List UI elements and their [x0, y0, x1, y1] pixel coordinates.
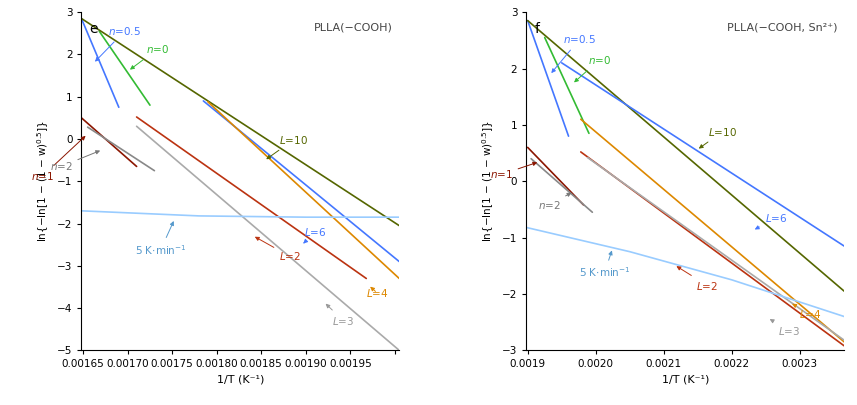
Text: $n$=1: $n$=1 [490, 162, 536, 181]
Text: $L$=6: $L$=6 [756, 212, 787, 229]
Y-axis label: ln{$-$ln[1 $-$ (1 $-$ w)$^{0.5}$]}: ln{$-$ln[1 $-$ (1 $-$ w)$^{0.5}$]} [481, 120, 496, 242]
Text: $L$=3: $L$=3 [770, 320, 800, 337]
X-axis label: 1/T (K⁻¹): 1/T (K⁻¹) [662, 375, 709, 385]
Text: $L$=2: $L$=2 [677, 267, 718, 292]
Text: f: f [534, 22, 539, 36]
Text: $n$=2: $n$=2 [537, 193, 571, 211]
Text: $L$=10: $L$=10 [699, 126, 737, 148]
Text: e: e [89, 22, 98, 36]
Text: $n$=1: $n$=1 [31, 136, 85, 182]
Text: $L$=10: $L$=10 [267, 134, 308, 159]
Text: 5 K$\cdot$min$^{-1}$: 5 K$\cdot$min$^{-1}$ [135, 222, 187, 257]
Text: PLLA(−COOH): PLLA(−COOH) [314, 22, 393, 32]
Text: PLLA(−COOH, Sn²⁺): PLLA(−COOH, Sn²⁺) [728, 22, 838, 32]
Text: $n$=0: $n$=0 [131, 43, 169, 69]
X-axis label: 1/T (K⁻¹): 1/T (K⁻¹) [217, 375, 264, 385]
Text: $L$=4: $L$=4 [793, 304, 821, 320]
Text: $n$=0.5: $n$=0.5 [96, 25, 141, 61]
Text: $n$=2: $n$=2 [50, 151, 99, 173]
Text: $n$=0: $n$=0 [575, 54, 611, 82]
Text: $L$=2: $L$=2 [255, 237, 301, 262]
Text: 5 K$\cdot$min$^{-1}$: 5 K$\cdot$min$^{-1}$ [578, 252, 631, 279]
Y-axis label: ln{$-$ln[1 $-$ (1 $-$ w)$^{0.5}$]}: ln{$-$ln[1 $-$ (1 $-$ w)$^{0.5}$]} [36, 120, 51, 242]
Text: $L$=4: $L$=4 [366, 287, 389, 299]
Text: $n$=0.5: $n$=0.5 [552, 33, 596, 72]
Text: $L$=3: $L$=3 [327, 305, 355, 327]
Text: $L$=6: $L$=6 [304, 226, 327, 243]
